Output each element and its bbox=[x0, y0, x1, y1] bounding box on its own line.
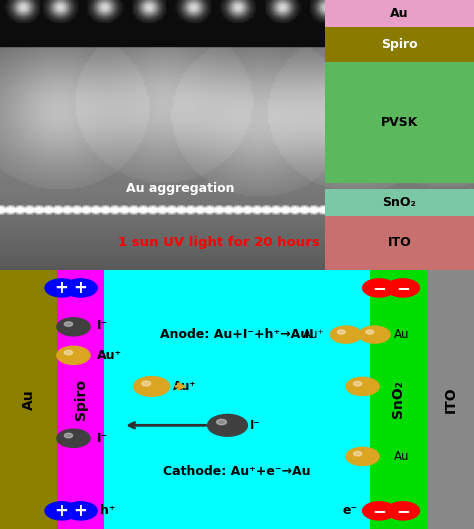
Text: I⁻: I⁻ bbox=[97, 319, 108, 332]
Text: Cathode: Au⁺+e⁻→Au: Cathode: Au⁺+e⁻→Au bbox=[163, 466, 311, 478]
Bar bbox=[370, 270, 427, 529]
Text: −: − bbox=[396, 502, 410, 520]
Circle shape bbox=[142, 381, 151, 386]
Text: −: − bbox=[396, 279, 410, 297]
Text: h⁺: h⁺ bbox=[100, 504, 115, 517]
Text: −: − bbox=[372, 502, 386, 520]
Text: ITO: ITO bbox=[443, 386, 457, 413]
Text: Au⁺: Au⁺ bbox=[173, 380, 197, 393]
Circle shape bbox=[64, 350, 73, 355]
FancyBboxPatch shape bbox=[325, 27, 474, 62]
Circle shape bbox=[363, 502, 396, 520]
Circle shape bbox=[363, 279, 396, 297]
Circle shape bbox=[386, 502, 419, 520]
Circle shape bbox=[64, 433, 73, 438]
Bar bbox=[57, 270, 104, 529]
Text: +: + bbox=[73, 502, 88, 520]
Circle shape bbox=[57, 318, 90, 336]
Circle shape bbox=[57, 346, 90, 364]
Circle shape bbox=[57, 429, 90, 448]
FancyBboxPatch shape bbox=[325, 189, 474, 216]
Circle shape bbox=[386, 279, 419, 297]
Circle shape bbox=[366, 330, 374, 334]
Text: I⁻: I⁻ bbox=[97, 432, 108, 445]
Text: Au⁺: Au⁺ bbox=[97, 349, 122, 362]
Circle shape bbox=[346, 377, 379, 396]
Text: +: + bbox=[55, 502, 69, 520]
Circle shape bbox=[346, 448, 379, 466]
Circle shape bbox=[337, 330, 345, 334]
Text: Au aggregation: Au aggregation bbox=[126, 183, 234, 195]
Circle shape bbox=[64, 322, 73, 326]
Circle shape bbox=[45, 502, 78, 520]
Bar bbox=[104, 270, 370, 529]
Circle shape bbox=[359, 326, 390, 343]
FancyBboxPatch shape bbox=[325, 216, 474, 270]
Text: −: − bbox=[372, 279, 386, 297]
Text: +: + bbox=[73, 279, 88, 297]
Text: Spiro: Spiro bbox=[73, 379, 88, 420]
Circle shape bbox=[134, 377, 170, 396]
Text: Au: Au bbox=[21, 389, 36, 409]
Circle shape bbox=[330, 326, 362, 343]
Text: Spiro: Spiro bbox=[381, 38, 418, 51]
Text: e⁻: e⁻ bbox=[343, 504, 358, 517]
Text: SnO₂: SnO₂ bbox=[383, 196, 416, 209]
Text: I⁻: I⁻ bbox=[250, 419, 261, 432]
Text: +: + bbox=[55, 279, 69, 297]
Text: Anode: Au+I⁻+h⁺→AuI: Anode: Au+I⁻+h⁺→AuI bbox=[160, 328, 314, 341]
Circle shape bbox=[354, 451, 362, 456]
Text: Au⁺: Au⁺ bbox=[303, 328, 325, 341]
Circle shape bbox=[208, 414, 247, 436]
Text: ITO: ITO bbox=[387, 236, 411, 249]
Circle shape bbox=[64, 279, 97, 297]
Bar bbox=[427, 270, 474, 529]
Text: 1 sun UV light for 20 hours: 1 sun UV light for 20 hours bbox=[118, 236, 320, 249]
FancyBboxPatch shape bbox=[325, 62, 474, 184]
Circle shape bbox=[217, 419, 227, 425]
Text: Au: Au bbox=[390, 7, 409, 20]
Text: Au: Au bbox=[393, 450, 409, 463]
Circle shape bbox=[64, 502, 97, 520]
Circle shape bbox=[45, 279, 78, 297]
Bar bbox=[0, 270, 57, 529]
FancyBboxPatch shape bbox=[325, 0, 474, 27]
Text: Au: Au bbox=[393, 328, 409, 341]
Circle shape bbox=[354, 381, 362, 386]
Text: PVSK: PVSK bbox=[381, 116, 418, 129]
Text: SnO₂: SnO₂ bbox=[391, 380, 405, 418]
